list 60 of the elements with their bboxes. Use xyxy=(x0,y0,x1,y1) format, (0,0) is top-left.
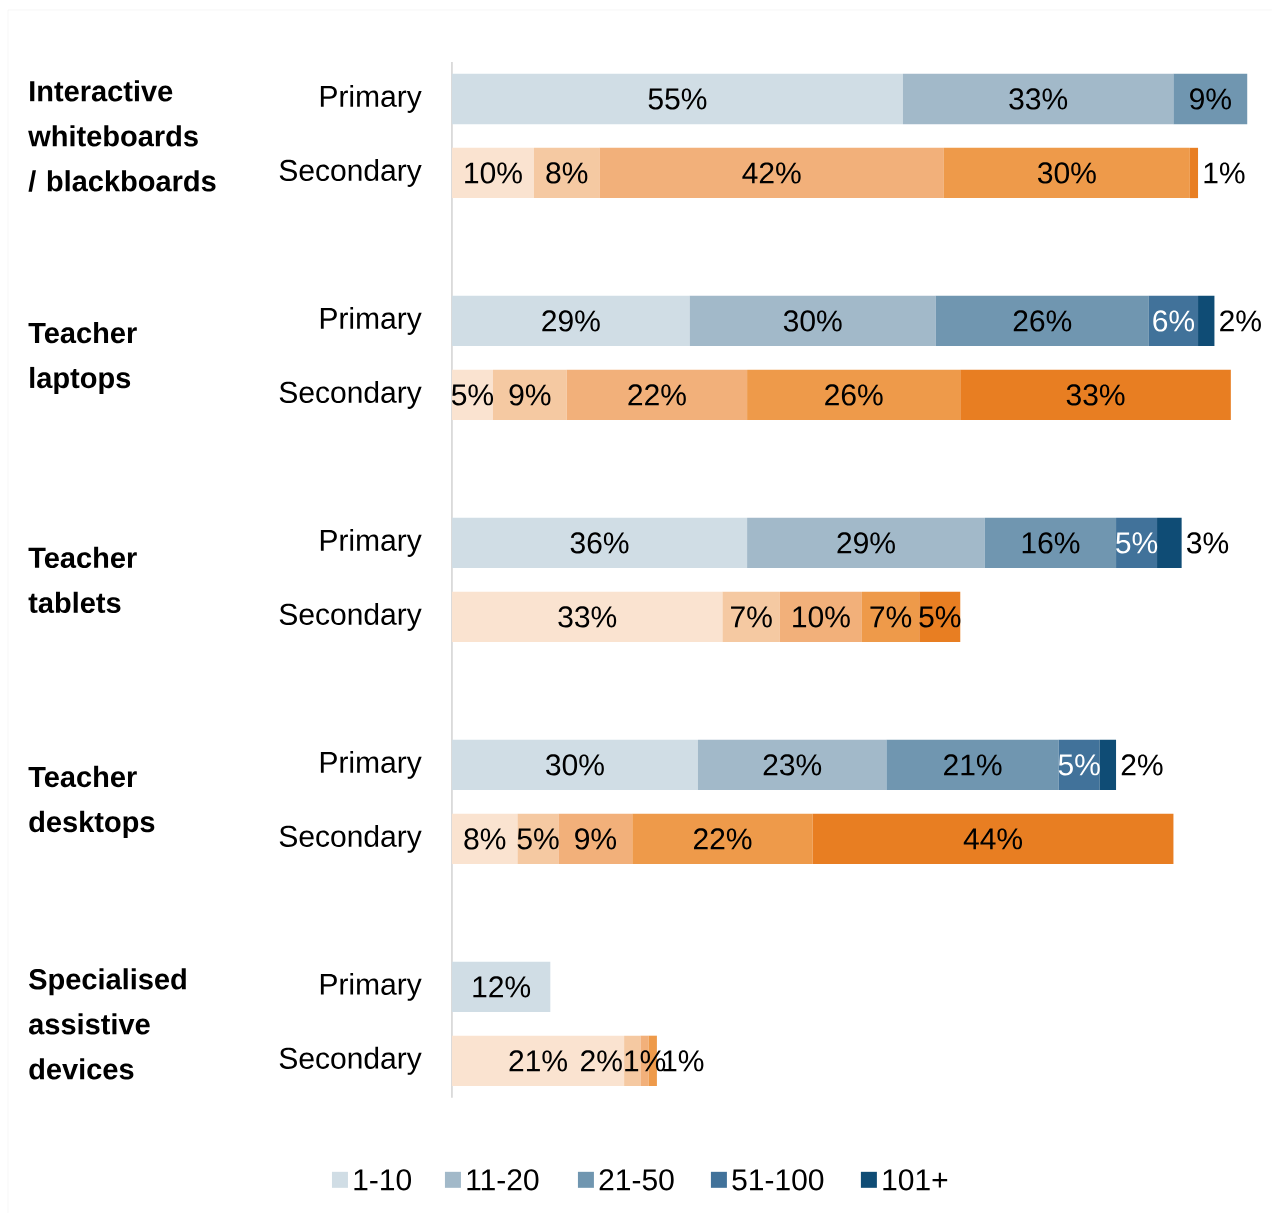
legend-label: 51-100 xyxy=(732,1169,824,1191)
data-label: 33% xyxy=(1009,88,1068,110)
data-label: 10% xyxy=(793,606,850,628)
data-label: 2% xyxy=(1121,754,1163,776)
data-label: 2% xyxy=(1220,310,1261,332)
data-label: 16% xyxy=(1022,532,1080,554)
data-label: 33% xyxy=(558,606,617,628)
text: Teacher tablets xyxy=(28,546,137,614)
y-tick-label: Primary xyxy=(320,972,422,1001)
data-label: 29% xyxy=(542,310,600,332)
data-label: 36% xyxy=(570,532,629,554)
data-label: 8% xyxy=(464,828,506,850)
data-label: 12% xyxy=(473,976,531,998)
text: Teacher laptops xyxy=(28,321,137,394)
data-label: 7% xyxy=(731,606,772,628)
text: Specialised assistive devices xyxy=(29,968,186,1080)
text: Teacher desktops xyxy=(28,765,155,838)
data-label: 9% xyxy=(1190,88,1231,110)
y-tick-label: Primary xyxy=(320,528,422,557)
data-label: 10% xyxy=(465,162,522,184)
data-label: 26% xyxy=(825,384,883,406)
data-label: 33% xyxy=(1066,384,1125,406)
data-label: 22% xyxy=(694,828,752,850)
data-label: 42% xyxy=(742,162,801,184)
y-tick-label: Primary xyxy=(320,85,422,113)
y-tick-label: Secondary xyxy=(279,824,422,853)
data-label: 29% xyxy=(837,532,895,554)
data-label: 2% xyxy=(581,1050,622,1072)
data-label: 8% xyxy=(546,162,588,184)
data-label: 30% xyxy=(1037,162,1096,184)
y-tick-label: Secondary xyxy=(279,380,422,409)
data-label: 9% xyxy=(509,384,551,406)
text: Interactive whiteboards / blackboards xyxy=(28,80,216,192)
data-label: 7% xyxy=(870,606,912,628)
data-label: 1% xyxy=(1204,162,1245,184)
y-tick-label: Secondary xyxy=(279,158,422,187)
data-label: 44% xyxy=(963,828,1023,850)
data-label: 3% xyxy=(1186,532,1229,554)
data-label: 21% xyxy=(509,1050,567,1072)
y-tick-label: Secondary xyxy=(279,602,422,631)
y-tick-label: Secondary xyxy=(279,1046,422,1075)
y-tick-label: Primary xyxy=(320,306,422,335)
data-label: 55% xyxy=(648,88,707,110)
data-label: 5% xyxy=(517,828,559,850)
y-tick-label: Primary xyxy=(320,750,422,779)
legend-label: 101+ xyxy=(883,1169,948,1191)
data-label: 23% xyxy=(763,754,822,776)
data-label: 9% xyxy=(575,828,617,850)
legend-label: 21-50 xyxy=(599,1169,674,1191)
data-label: 30% xyxy=(783,310,842,332)
data-label: 30% xyxy=(546,754,604,776)
data-label: 6% xyxy=(1153,310,1195,332)
data-label: 5% xyxy=(1058,754,1100,776)
legend-label: 11-20 xyxy=(467,1169,539,1191)
data-label: 22% xyxy=(628,384,686,406)
legend-label: 1-10 xyxy=(354,1169,412,1191)
data-label: 5% xyxy=(1116,532,1158,554)
data-label: 21% xyxy=(944,754,1002,776)
data-label: 26% xyxy=(1013,310,1072,332)
data-label: 5% xyxy=(451,384,494,406)
